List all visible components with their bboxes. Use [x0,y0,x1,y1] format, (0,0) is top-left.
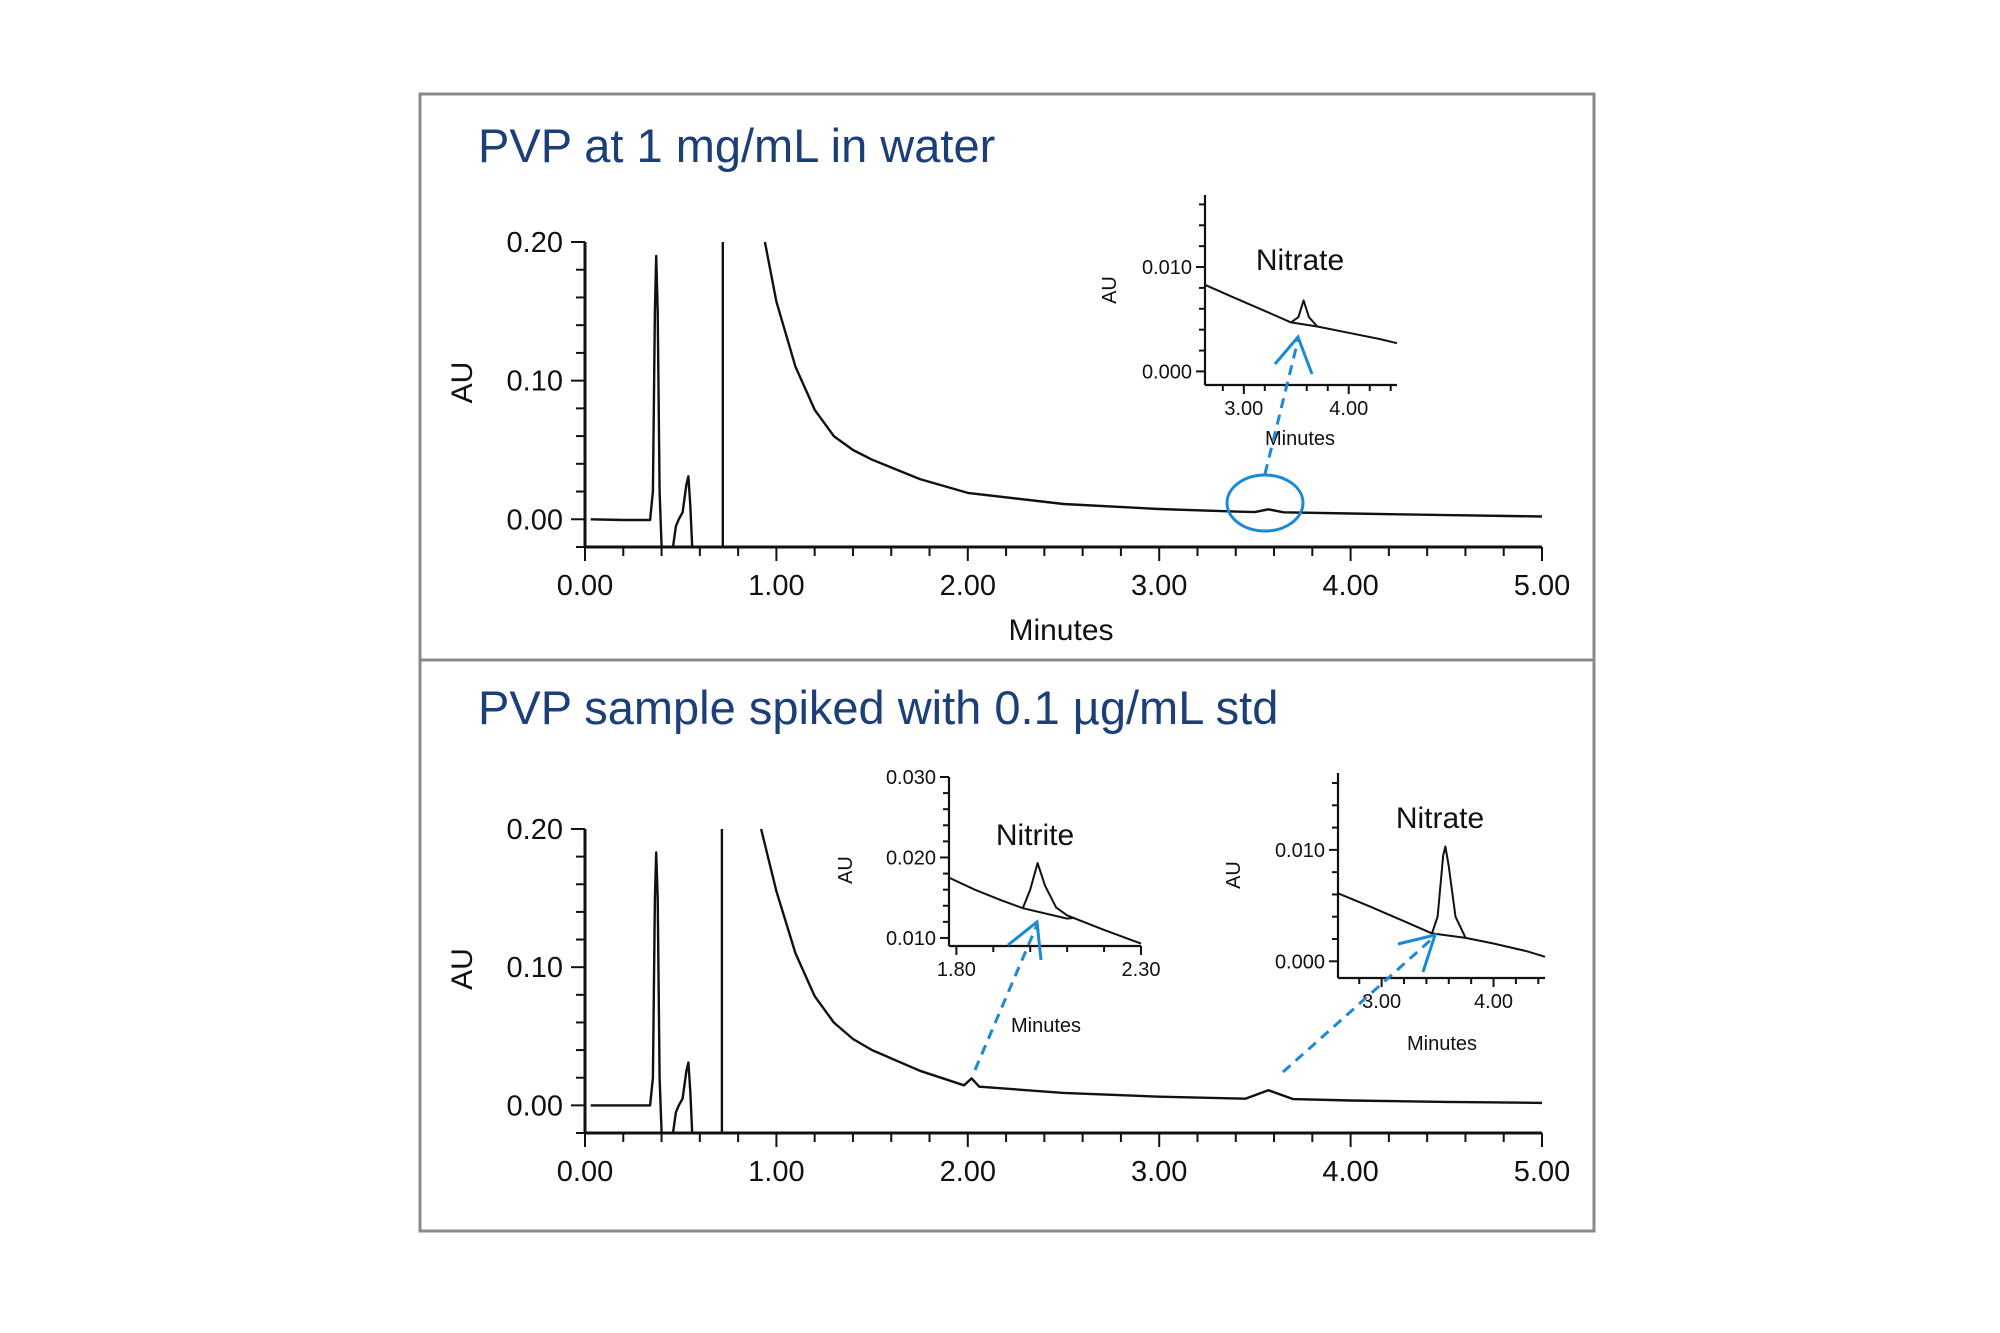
y-axis-label: AU [835,856,857,884]
y-axis-label: AU [446,948,479,990]
figure-frame [418,92,1596,1233]
y-tick-label: 0.20 [507,227,563,259]
nitrate-callout-arrowhead [1273,334,1314,375]
nitrate-callout-dashed-line [1263,339,1300,475]
trace-segment-2 [1431,932,1466,939]
x-tick-label: 0.00 [557,570,613,602]
x-tick-label: 2.00 [940,570,996,602]
trace-segment-1 [948,862,1142,945]
y-tick-label: 0.10 [507,952,563,984]
x-tick-label: 4.00 [1329,398,1368,420]
x-tick-label: 3.00 [1224,398,1263,420]
panel-1-title: PVP at 1 mg/mL in water [478,119,995,172]
y-axis-label: AU [446,362,479,404]
y-tick-label: 0.000 [1142,361,1192,383]
y-tick-label: 0.10 [507,366,563,398]
peak-label: Nitrate [1396,802,1484,835]
x-tick-label: 2.00 [940,1156,996,1188]
x-axis-label: Minutes [1011,1015,1081,1037]
peak-label: Nitrite [996,819,1074,852]
x-tick-label: 1.00 [748,1156,804,1188]
x-tick-label: 2.30 [1122,959,1161,981]
y-axis-label: AU [1099,276,1121,304]
x-tick-label: 3.00 [1362,991,1401,1013]
chart-1: 0.00 1.00 2.00 3.00 4.00 5.00 0.00 0.10 0.20 AU Mi… [446,227,1570,647]
chart-2: 3.00 4.00 0.000 0.010 AU Minutes Nitrate [1099,195,1398,450]
x-tick-label: 4.00 [1322,1156,1378,1188]
trace-segment-1 [590,254,663,548]
trace-segment-1 [1337,845,1546,958]
chart-5: 3.00 4.00 0.000 0.010 AU Minutes Nitrate [1223,773,1546,1055]
x-tick-label: 0.00 [557,1156,613,1188]
y-tick-label: 0.010 [886,928,936,950]
trace-segment-2 [671,1061,694,1134]
x-tick-label: 4.00 [1474,991,1513,1013]
y-tick-label: 0.00 [507,1090,563,1122]
x-tick-label: 4.00 [1322,570,1378,602]
y-tick-label: 0.000 [1275,951,1325,973]
peak-label: Nitrate [1256,244,1344,277]
x-tick-label: 5.00 [1514,1156,1570,1188]
nitrate-highlight-circle [1225,473,1305,533]
nitrate-callout-arrowhead-2 [1397,932,1438,973]
x-tick-label: 1.80 [937,959,976,981]
x-tick-label: 3.00 [1131,1156,1187,1188]
y-tick-label: 0.020 [886,847,936,869]
x-axis-label: Minutes [1008,614,1113,647]
x-tick-label: 1.00 [748,570,804,602]
y-tick-label: 0.010 [1275,840,1325,862]
y-axis-label: AU [1223,861,1245,889]
chart-3: 0.00 1.00 2.00 3.00 4.00 5.00 0.00 0.10 0.20 AU [446,814,1570,1188]
y-tick-label: 0.010 [1142,257,1192,279]
x-tick-label: 5.00 [1514,570,1570,602]
trace-segment-1 [590,851,663,1134]
x-tick-label: 3.00 [1131,570,1187,602]
x-axis-label: Minutes [1407,1033,1477,1055]
y-tick-label: 0.030 [886,767,936,789]
panel-2-title: PVP sample spiked with 0.1 µg/mL std [478,681,1278,734]
trace-segment-2 [671,475,694,548]
nitrite-callout-dashed-line [973,924,1039,1071]
trace-segment-2 [1022,907,1075,920]
trace-segment-4 [759,828,1543,1105]
trace-segment-1 [1204,283,1398,345]
trace-segment-4 [763,241,1543,518]
y-tick-label: 0.20 [507,814,563,846]
y-tick-label: 0.00 [507,504,563,536]
nitrite-callout-arrowhead [1007,919,1043,961]
chart-4: 1.80 2.30 0.010 0.020 0.030 AU Minutes Nitrite [835,767,1160,1037]
trace-segment-2 [1290,321,1318,328]
x-axis-label: Minutes [1265,428,1335,450]
